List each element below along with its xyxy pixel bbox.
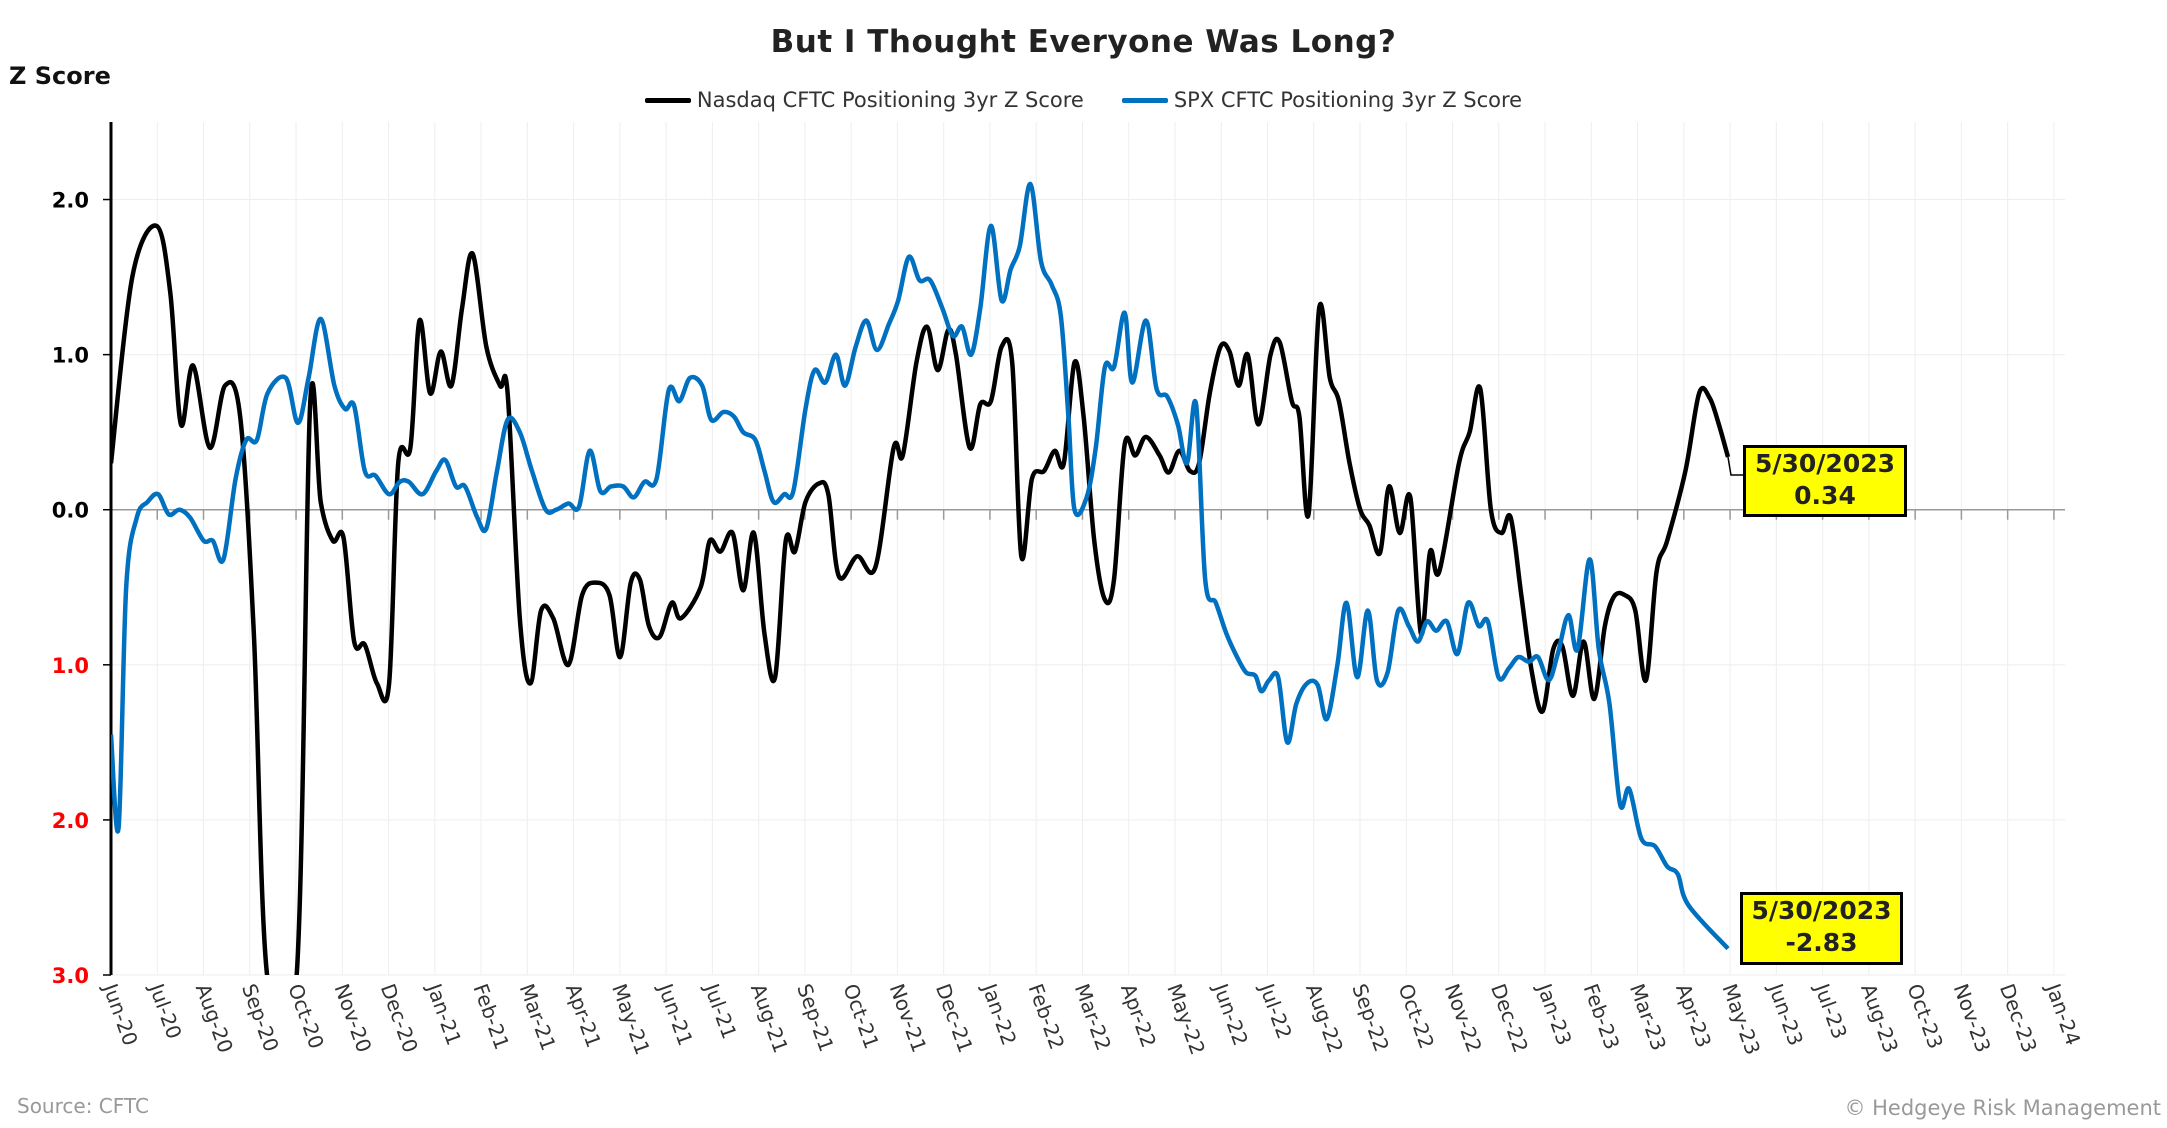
source-note: Source: CFTC bbox=[17, 1094, 149, 1118]
legend-swatch-nasdaq bbox=[644, 97, 691, 103]
y-tick-label: 2.0 bbox=[52, 809, 89, 833]
x-tick-label: Mar-22 bbox=[1070, 981, 1116, 1054]
annotation-spx-last: 5/30/2023 -2.83 bbox=[1740, 892, 1903, 965]
x-tick-label: May-23 bbox=[1717, 981, 1765, 1058]
x-tick-label: Jul-23 bbox=[1809, 979, 1852, 1042]
x-tick-label: Feb-22 bbox=[1024, 981, 1070, 1053]
legend-item-nasdaq: Nasdaq CFTC Positioning 3yr Z Score bbox=[644, 88, 1084, 112]
x-tick-label: Aug-22 bbox=[1301, 981, 1348, 1057]
legend-label-nasdaq: Nasdaq CFTC Positioning 3yr Z Score bbox=[696, 88, 1084, 112]
x-tick-label: Jan-21 bbox=[421, 979, 466, 1049]
x-tick-label: Nov-22 bbox=[1440, 981, 1487, 1056]
x-tick-label: Oct-21 bbox=[838, 981, 884, 1052]
x-tick-label: Jan-24 bbox=[2041, 979, 2086, 1049]
y-tick-label: 1.0 bbox=[52, 654, 89, 678]
x-tick-label: Nov-23 bbox=[1949, 981, 1996, 1056]
x-tick-label: Dec-20 bbox=[376, 981, 423, 1056]
annotation-date: 5/30/2023 bbox=[1751, 896, 1892, 925]
x-tick-label: Feb-21 bbox=[468, 981, 514, 1053]
x-tick-label: Sep-20 bbox=[237, 981, 284, 1055]
x-tick-label: Apr-21 bbox=[561, 981, 606, 1051]
x-tick-label: Aug-21 bbox=[746, 981, 793, 1057]
x-tick-label: Jun-22 bbox=[1208, 979, 1253, 1049]
legend-swatch-spx bbox=[1121, 97, 1168, 103]
x-tick-label: May-21 bbox=[607, 981, 655, 1058]
x-tick-label: Nov-20 bbox=[330, 981, 377, 1056]
x-tick-label: Sep-21 bbox=[792, 981, 839, 1055]
legend: Nasdaq CFTC Positioning 3yr Z Score SPX … bbox=[0, 88, 2167, 112]
x-tick-label: May-22 bbox=[1162, 981, 1210, 1058]
y-axis-label: Z Score bbox=[9, 62, 111, 90]
x-tick-label: Oct-20 bbox=[283, 981, 329, 1052]
annotation-connector bbox=[1727, 456, 1743, 476]
annotation-date: 5/30/2023 bbox=[1754, 449, 1896, 478]
x-tick-label: Jan-23 bbox=[1532, 979, 1577, 1049]
legend-item-spx: SPX CFTC Positioning 3yr Z Score bbox=[1121, 88, 1523, 112]
x-tick-label: Dec-23 bbox=[1995, 981, 2042, 1056]
x-tick-label: Apr-23 bbox=[1671, 981, 1716, 1051]
annotation-nasdaq-last: 5/30/2023 0.34 bbox=[1743, 445, 1907, 517]
x-tick-label: Oct-22 bbox=[1394, 981, 1440, 1052]
x-tick-label: Jul-20 bbox=[144, 979, 187, 1042]
x-tick-label: Apr-22 bbox=[1116, 981, 1161, 1051]
x-tick-label: Dec-22 bbox=[1486, 981, 1533, 1056]
x-tick-label: Feb-23 bbox=[1579, 981, 1625, 1053]
x-tick-label: Aug-20 bbox=[191, 981, 238, 1057]
x-tick-label: Mar-21 bbox=[515, 981, 561, 1054]
x-tick-label: Nov-21 bbox=[885, 981, 932, 1056]
x-tick-label: Jan-22 bbox=[977, 979, 1022, 1049]
x-tick-label: Dec-21 bbox=[931, 981, 978, 1056]
y-tick-label: 2.0 bbox=[52, 189, 89, 213]
annotation-value: -2.83 bbox=[1785, 928, 1858, 957]
x-tick-label: Mar-23 bbox=[1625, 981, 1671, 1054]
x-tick-label: Oct-23 bbox=[1902, 981, 1948, 1052]
chart-plot: Jun-20 Jul-20 Aug-20 Sep-20 Oct-20 Nov-20 Dec-… bbox=[52, 122, 2086, 1058]
y-tick-label: 0.0 bbox=[52, 499, 89, 523]
x-tick-label: Aug-23 bbox=[1856, 981, 1903, 1057]
series-line-nasdaq bbox=[111, 223, 1731, 975]
x-tick-label: Jun-21 bbox=[653, 979, 698, 1049]
chart-title: But I Thought Everyone Was Long? bbox=[770, 24, 1397, 60]
legend-label-spx: SPX CFTC Positioning 3yr Z Score bbox=[1173, 88, 1523, 112]
x-tick-label: Sep-22 bbox=[1347, 981, 1394, 1055]
y-tick-label: 1.0 bbox=[52, 344, 89, 368]
y-tick-label: 3.0 bbox=[52, 964, 89, 988]
x-tick-label: Jun-23 bbox=[1763, 979, 1808, 1049]
x-tick-label: Jul-22 bbox=[1254, 979, 1297, 1042]
annotation-value: 0.34 bbox=[1794, 481, 1856, 510]
x-tick-label: Jul-21 bbox=[699, 979, 742, 1042]
x-tick-label: Jun-20 bbox=[98, 979, 143, 1049]
copyright-note: © Hedgeye Risk Management bbox=[1844, 1096, 2161, 1120]
series-line-spx bbox=[111, 181, 1730, 951]
